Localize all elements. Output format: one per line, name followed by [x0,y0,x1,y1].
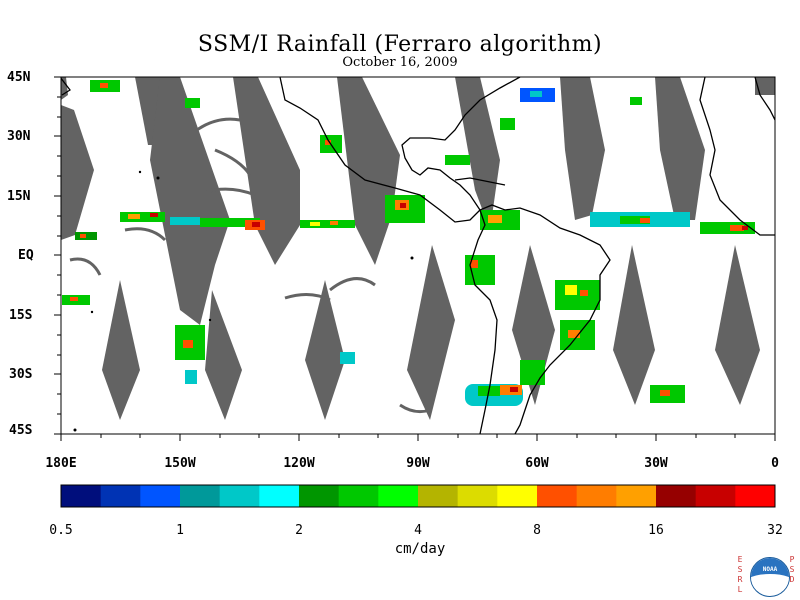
island [90,310,94,314]
swath-arc [399,403,431,414]
island [138,170,142,174]
colorbar-swatch [537,485,578,507]
coast-south-america-west [469,209,498,434]
swath-arc [69,257,102,276]
lat-label-30s: 30S [9,367,33,382]
lon-label-180e: 180E [45,456,77,471]
swath-edge-arcs [69,117,431,414]
lon-label-90w: 90W [406,456,430,471]
rain-band-itcz-east [385,195,755,234]
coast-alaska [61,77,71,96]
swath-arc [284,293,331,302]
coast-north-america-east [401,77,521,211]
swath-gap [150,77,230,325]
swath-gap [755,77,775,95]
swath-gap [337,77,400,265]
colorbar-swatch [735,485,776,507]
lat-label-30n: 30N [7,129,31,144]
lon-label-60w: 60W [525,456,549,471]
island [156,176,160,180]
lat-label-45s: 45S [9,423,33,438]
island [208,318,212,322]
colorbar-swatch [616,485,657,507]
lon-label-150w: 150W [164,456,196,471]
swath-gap [613,245,655,405]
colorbar-tick-16: 16 [648,523,664,538]
swath-gap [455,77,500,230]
rain-band-itcz-west [75,212,355,240]
colorbar-swatch [299,485,340,507]
colorbar-swatch [457,485,498,507]
lat-label-15s: 15S [9,308,33,323]
swath-gap [407,245,455,420]
noaa-badge-icon: NOAA [750,557,790,597]
colorbar-swatch [497,485,538,507]
lat-label-eq: EQ [18,248,34,263]
islands [73,170,414,432]
swath-gap [233,77,300,265]
colorbar-swatch [338,485,379,507]
swath-arc [204,187,256,197]
colorbar [61,485,776,507]
island [73,428,77,432]
lat-label-45n: 45N [7,70,31,85]
rainfall-patches [62,80,755,406]
colorbar-swatch [695,485,736,507]
colorbar-tick-0.5: 0.5 [49,523,73,538]
colorbar-swatch [378,485,419,507]
swath-arc [214,148,252,176]
swath-gaps [61,77,775,420]
colorbar-tick-32: 32 [767,523,783,538]
colorbar-swatch [219,485,260,507]
colorbar-swatch [61,485,102,507]
swath-gap [655,77,705,220]
colorbar-units: cm/day [394,541,446,557]
rain-patch-southern-storm [465,384,523,406]
swath-gap [61,105,94,240]
map-date: October 16, 2009 [342,55,458,70]
swath-gap [205,290,242,420]
colorbar-tick-4: 4 [414,523,422,538]
lon-label-30w: 30W [644,456,668,471]
lon-label-120w: 120W [283,456,315,471]
colorbar-swatch [259,485,300,507]
island [410,256,414,260]
lat-label-15n: 15N [7,189,31,204]
colorbar-swatch [140,485,181,507]
map-title: SSM/I Rainfall (Ferraro algorithm) [197,32,603,57]
swath-gap [305,280,345,420]
coast-europe [754,77,775,121]
colorbar-swatch [180,485,221,507]
lon-label-0: 0 [771,456,779,471]
coast-south-america-east [479,204,611,434]
colorbar-tick-8: 8 [533,523,541,538]
logo-badge-text: NOAA [762,566,778,573]
swath-arc [183,117,241,142]
coastlines [61,77,775,434]
swath-gap [715,245,760,405]
coast-north-america-west [279,77,481,223]
swath-arc [124,227,167,242]
colorbar-tick-2: 2 [295,523,303,538]
colorbar-swatch [576,485,617,507]
coast-africa [699,77,775,236]
coast-caribbean-islands [454,177,506,186]
colorbar-swatch [656,485,697,507]
colorbar-swatch [100,485,141,507]
swath-gap [560,77,605,220]
colorbar-tick-1: 1 [176,523,184,538]
axis-ticks [54,76,776,441]
colorbar-frame [60,484,776,508]
swath-gap [102,280,140,420]
swath-arc [329,277,376,292]
rain-patch-south-america [465,255,600,385]
rain-patch-south-pacific [62,295,685,403]
colorbar-swatch [418,485,459,507]
